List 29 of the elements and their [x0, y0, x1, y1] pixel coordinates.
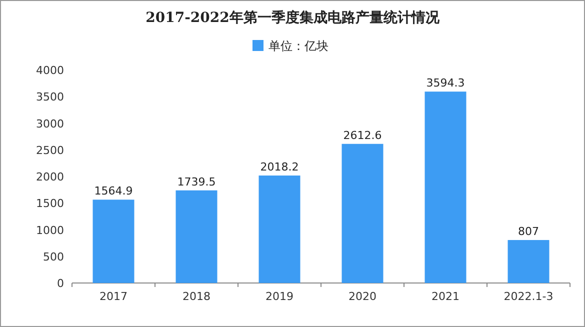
data-label: 3594.3: [426, 76, 465, 90]
y-tick-label: 0: [57, 277, 64, 290]
y-tick-label: 2500: [36, 144, 64, 157]
x-tick-label: 2022.1-3: [504, 290, 554, 303]
bar: [258, 176, 300, 283]
x-tick-label: 2019: [266, 290, 294, 303]
x-tick-label: 2021: [432, 290, 460, 303]
x-tick-label: 2020: [348, 290, 376, 303]
y-tick-label: 1500: [36, 197, 64, 210]
chart-title: 2017-2022年第一季度集成电路产量统计情况: [146, 9, 440, 26]
x-tick-label: 2017: [100, 290, 128, 303]
data-label: 1564.9: [94, 184, 133, 198]
data-label: 2612.6: [343, 128, 382, 142]
bar: [424, 92, 466, 283]
y-tick-label: 1000: [36, 224, 64, 237]
y-tick-label: 500: [43, 250, 64, 264]
y-tick-label: 3500: [36, 90, 64, 104]
legend-label: 单位：亿块: [268, 39, 328, 53]
y-tick-label: 4000: [36, 64, 64, 77]
bar: [508, 240, 550, 283]
bar: [342, 144, 384, 283]
y-tick-label: 2000: [36, 170, 64, 184]
data-label: 1739.5: [177, 175, 216, 188]
data-label: 807: [518, 225, 539, 238]
x-tick-label: 2018: [182, 290, 210, 303]
y-tick-label: 3000: [36, 117, 64, 130]
bar: [176, 190, 218, 283]
bar: [92, 200, 134, 283]
data-label: 2018.2: [260, 160, 299, 174]
